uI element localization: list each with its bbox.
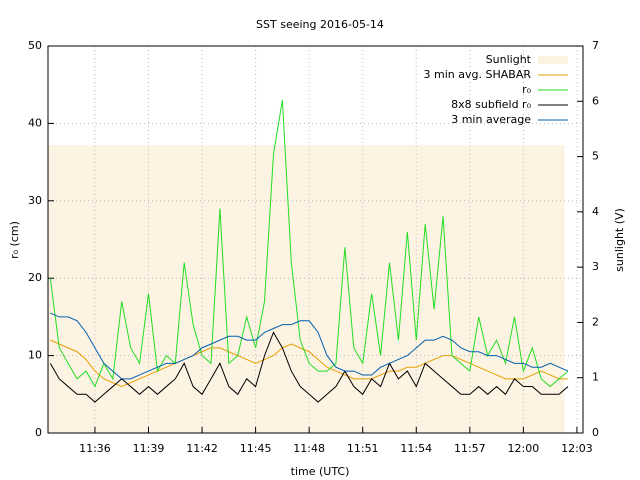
y2-tick-label: 0 xyxy=(592,426,599,439)
y2-tick-label: 7 xyxy=(592,39,599,52)
x-tick-label: 11:51 xyxy=(347,442,379,455)
y2-axis-label: sunlight (V) xyxy=(613,208,626,272)
x-tick-label: 11:36 xyxy=(79,442,111,455)
x-tick-label: 11:54 xyxy=(400,442,432,455)
legend-label: 3 min average xyxy=(451,113,531,126)
y-tick-label: 0 xyxy=(35,426,42,439)
y-tick-label: 20 xyxy=(28,271,42,284)
y2-tick-label: 4 xyxy=(592,205,599,218)
y2-tick-label: 6 xyxy=(592,94,599,107)
y2-tick-label: 5 xyxy=(592,150,599,163)
chart-title: SST seeing 2016-05-14 xyxy=(256,18,384,31)
series-line xyxy=(50,312,569,380)
plot-frame xyxy=(47,45,584,434)
y-tick-label: 40 xyxy=(28,116,42,129)
legend-label: Sunlight xyxy=(486,53,532,66)
y2-tick-label: 1 xyxy=(592,371,599,384)
y-tick-label: 10 xyxy=(28,349,42,362)
y-tick-label: 30 xyxy=(28,194,42,207)
y2-tick-label: 2 xyxy=(592,315,599,328)
y-tick-label: 50 xyxy=(28,39,42,52)
x-axis-label: time (UTC) xyxy=(291,465,350,478)
series-line xyxy=(49,331,569,403)
y-axis-label: r₀ (cm) xyxy=(8,221,21,259)
series-line xyxy=(49,100,569,388)
x-tick-label: 11:57 xyxy=(454,442,486,455)
legend-label: r₀ xyxy=(522,83,532,96)
x-tick-label: 11:39 xyxy=(133,442,165,455)
legend-label: 8x8 subfield r₀ xyxy=(451,98,531,111)
x-tick-label: 12:00 xyxy=(508,442,540,455)
sunlight-area xyxy=(48,144,565,433)
x-tick-label: 11:48 xyxy=(293,442,325,455)
x-tick-label: 12:03 xyxy=(561,442,593,455)
x-tick-label: 11:42 xyxy=(186,442,218,455)
legend-label: 3 min avg. SHABAR xyxy=(424,68,532,81)
legend-swatch xyxy=(538,56,568,64)
x-tick-label: 11:45 xyxy=(240,442,272,455)
y2-tick-label: 3 xyxy=(592,260,599,273)
series-line xyxy=(50,339,569,388)
